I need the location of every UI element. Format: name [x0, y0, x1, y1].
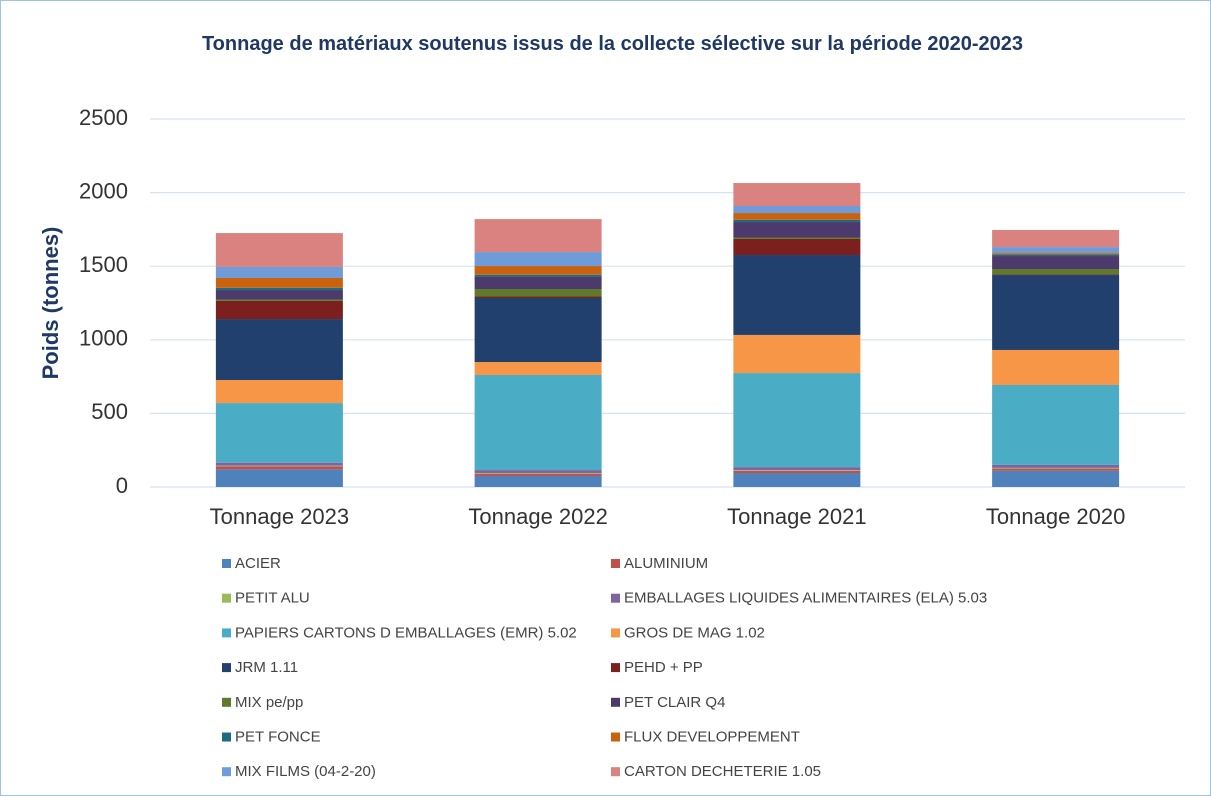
bar-segment: [992, 468, 1120, 471]
y-tick-label: 1000: [79, 326, 128, 351]
x-tick-label: Tonnage 2021: [727, 504, 866, 529]
bar-segment: [474, 266, 602, 275]
y-tick-label: 0: [116, 473, 128, 498]
bar-segment: [992, 470, 1120, 487]
legend-swatch: [611, 697, 620, 707]
bar-segment: [215, 465, 343, 467]
bar-segment: [215, 319, 343, 380]
legend-label: FLUX DEVELOPPEMENT: [624, 728, 800, 745]
bar-segment: [474, 252, 602, 267]
legend-swatch: [611, 767, 620, 777]
y-axis-label: Poids (tonnes): [38, 227, 63, 380]
bar-segment: [215, 233, 343, 267]
legend-label: ACIER: [235, 555, 281, 572]
legend-label: PEHD + PP: [624, 659, 703, 676]
bar-segment: [474, 374, 602, 471]
legend-swatch: [222, 593, 231, 603]
legend-label: CARTON DECHETERIE 1.05: [624, 763, 821, 780]
bar-segment: [215, 300, 343, 320]
y-tick-label: 500: [91, 399, 128, 424]
bar-segment: [215, 379, 343, 404]
bar-segment: [992, 349, 1120, 385]
bar-segment: [992, 464, 1120, 468]
bar-segment: [992, 467, 1120, 469]
x-tick-label: Tonnage 2022: [468, 504, 607, 529]
bar-segment: [992, 275, 1120, 350]
legend-label: EMBALLAGES LIQUIDES ALIMENTAIRES (ELA) 5…: [624, 590, 987, 607]
legend-swatch: [222, 559, 231, 568]
bar-segment: [992, 384, 1120, 465]
bar-segment: [733, 470, 861, 471]
bar-segment: [474, 475, 602, 487]
bar-segment: [733, 222, 861, 238]
bar-segment: [215, 290, 343, 300]
legend-label: JRM 1.11: [235, 659, 298, 676]
legend-swatch: [611, 628, 620, 638]
legend-swatch: [611, 732, 620, 742]
legend-label: MIX pe/pp: [235, 694, 303, 711]
bar-segment: [733, 205, 861, 214]
bar-segment: [733, 237, 861, 239]
legend-label: GROS DE MAG 1.02: [624, 624, 765, 641]
chart-title: Tonnage de matériaux soutenus issus de l…: [201, 33, 1024, 55]
bar-segment: [733, 373, 861, 468]
bar-segment: [474, 473, 602, 474]
legend-label: PET CLAIR Q4: [624, 694, 725, 711]
bar-segment: [992, 253, 1120, 255]
bar-segment: [215, 466, 343, 470]
bar-segment: [733, 467, 861, 471]
bar-segment: [733, 334, 861, 374]
legend-swatch: [222, 628, 231, 638]
bar-segment: [215, 277, 343, 288]
y-tick-label: 2000: [79, 178, 128, 203]
legend-swatch: [611, 559, 620, 568]
bar-segment: [733, 213, 861, 220]
bar-segment: [474, 473, 602, 476]
bar-segment: [992, 268, 1120, 275]
x-tick-label: Tonnage 2023: [210, 504, 349, 529]
bar-segment: [474, 362, 602, 375]
bar-segment: [733, 183, 861, 206]
bar-segment: [733, 470, 861, 474]
bar-segment: [992, 274, 1120, 276]
bar-segment: [733, 473, 861, 487]
legend-swatch: [222, 697, 231, 707]
x-tick-label: Tonnage 2020: [986, 504, 1125, 529]
bar-segment: [733, 238, 861, 256]
legend-swatch: [222, 732, 231, 742]
bar-segment: [215, 469, 343, 487]
bar-segment: [992, 229, 1120, 248]
bar-segment: [474, 470, 602, 474]
bar-segment: [733, 219, 861, 223]
bar-segment: [992, 254, 1120, 257]
bar-segment: [474, 297, 602, 363]
bar-segment: [215, 299, 343, 301]
y-tick-label: 1500: [79, 252, 128, 277]
bar-segment: [733, 255, 861, 335]
bar-segment: [215, 266, 343, 278]
legend-swatch: [611, 593, 620, 603]
bar-segment: [215, 403, 343, 463]
bar-segment: [215, 287, 343, 291]
bar-segment: [474, 289, 602, 297]
legend-label: PET FONCE: [235, 728, 321, 745]
bar-segment: [992, 247, 1120, 254]
legend-swatch: [222, 663, 231, 673]
legend-label: ALUMINIUM: [624, 555, 708, 572]
legend-swatch: [222, 767, 231, 777]
bar-segment: [474, 296, 602, 298]
y-tick-label: 2500: [79, 105, 128, 130]
bar-segment: [474, 276, 602, 290]
bar-segment: [474, 274, 602, 277]
bar-segment: [992, 256, 1120, 269]
legend-label: PAPIERS CARTONS D EMBALLAGES (EMR) 5.02: [235, 624, 577, 641]
legend-label: MIX FILMS (04-2-20): [235, 763, 376, 780]
bar-segment: [474, 219, 602, 253]
bar-segment: [215, 462, 343, 466]
legend-label: PETIT ALU: [235, 590, 310, 607]
legend-swatch: [611, 663, 620, 673]
